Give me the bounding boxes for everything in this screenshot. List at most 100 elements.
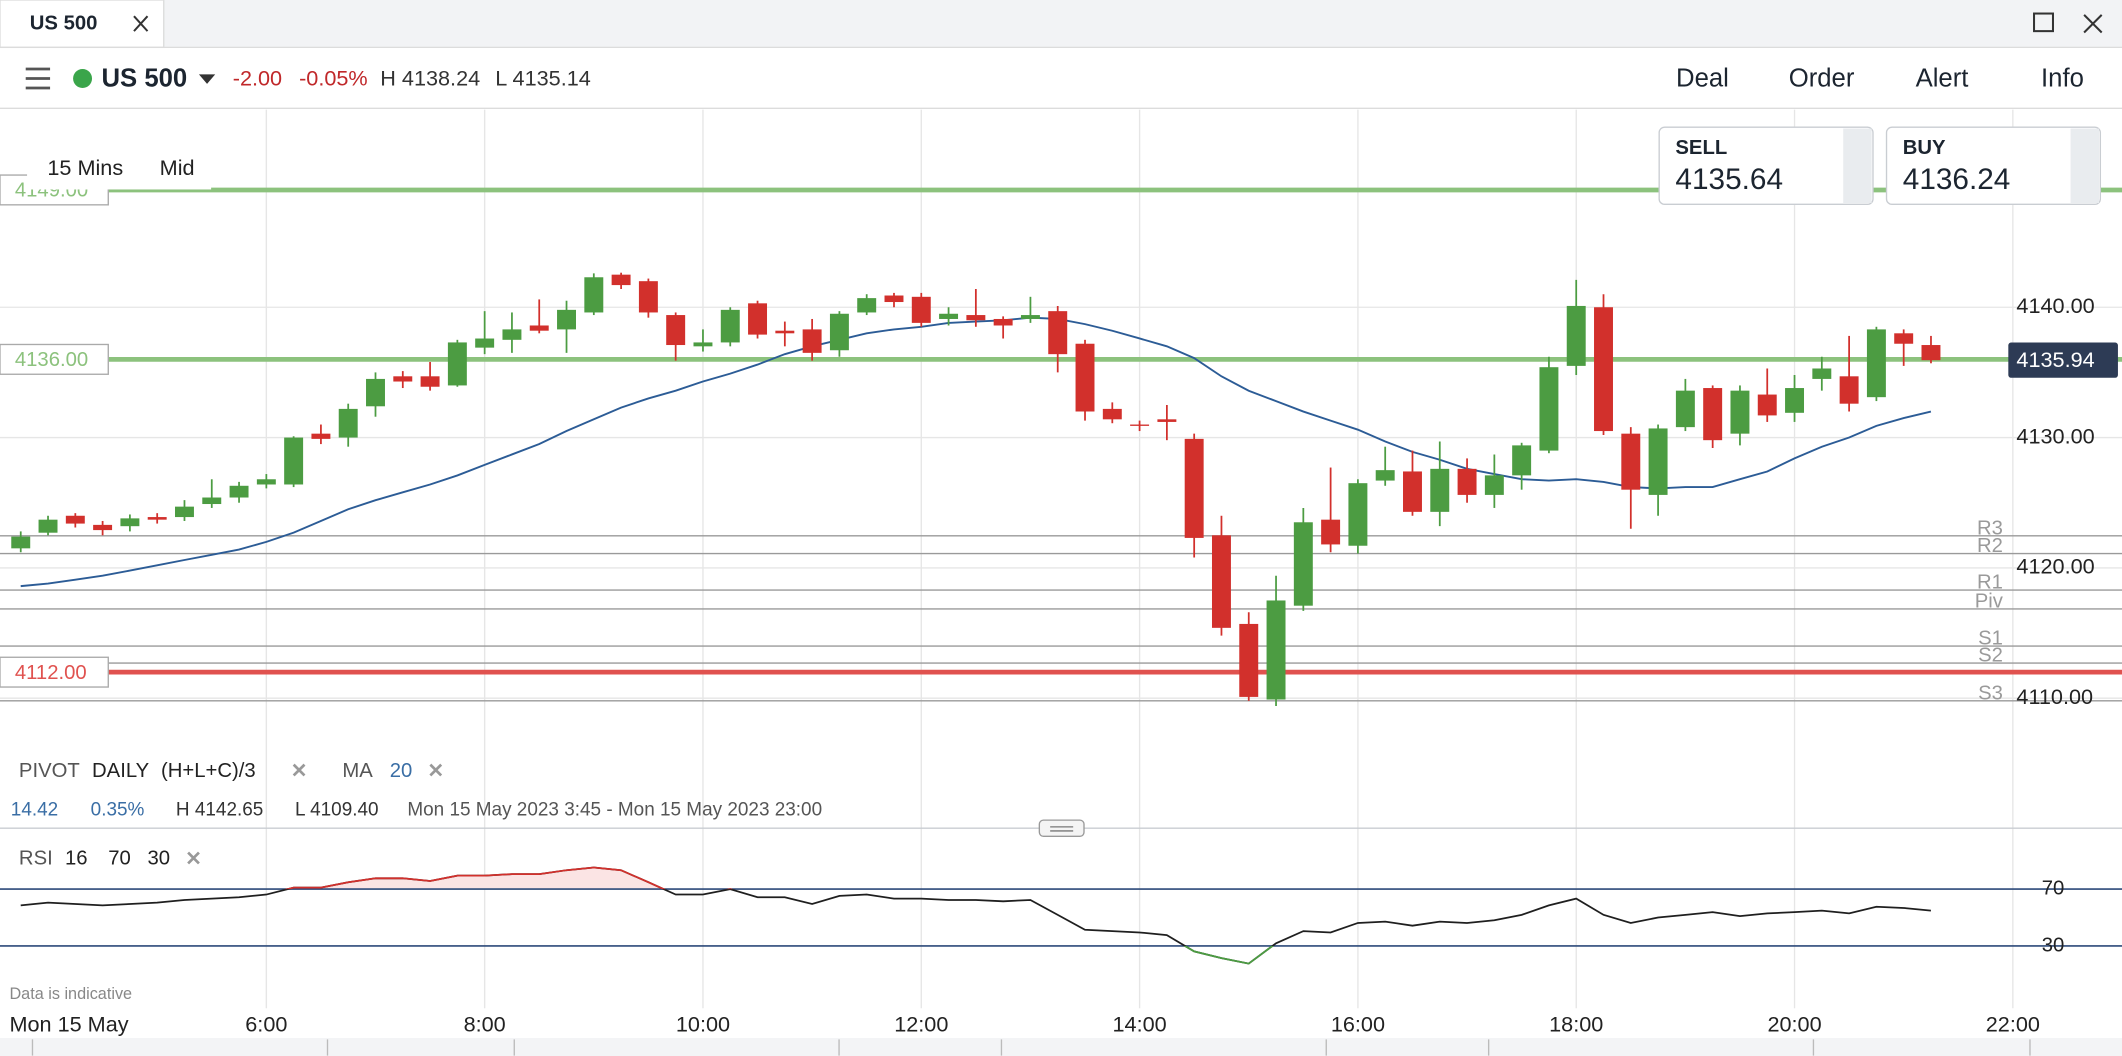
candle-body xyxy=(420,376,440,387)
y-tick-label: 30 xyxy=(2042,934,2065,956)
candle-body xyxy=(447,342,467,386)
candle-body xyxy=(1512,445,1532,476)
y-tick-label: 4140.00 xyxy=(2016,293,2094,318)
remove-ma[interactable] xyxy=(429,763,443,777)
x-tick-label: 14:00 xyxy=(1113,1012,1167,1037)
rsi-lower: 30 xyxy=(148,848,171,870)
candle-body xyxy=(65,515,85,524)
candle-body xyxy=(338,408,358,438)
close-button[interactable] xyxy=(2083,14,2103,34)
remove-rsi[interactable] xyxy=(187,851,200,865)
candle-body xyxy=(1921,345,1941,361)
candle-body xyxy=(1293,522,1313,606)
candle-body xyxy=(1321,519,1341,545)
pivot-label: S1 xyxy=(1978,628,2003,650)
range-change: 14.42 xyxy=(11,800,58,821)
sell-strip xyxy=(1843,128,1872,203)
y-tick-label: 4120.00 xyxy=(2016,554,2094,579)
candle-body xyxy=(1757,394,1777,416)
footer-note: Data is indicative xyxy=(9,985,132,1003)
ma-label: MA xyxy=(342,760,373,782)
pivot-label: S2 xyxy=(1978,645,2003,667)
buy-button[interactable] xyxy=(1885,126,2102,206)
candle-body xyxy=(584,277,604,313)
day-high: H 4138.24 xyxy=(380,66,480,91)
tab-close[interactable] xyxy=(133,15,149,32)
candle-body xyxy=(1266,600,1286,700)
candle-body xyxy=(311,433,331,439)
change-pct: -0.05% xyxy=(299,66,368,91)
candle-body xyxy=(1157,419,1177,422)
remove-pivot[interactable] xyxy=(292,763,306,777)
candle-body xyxy=(529,325,549,331)
x-tick-label: 12:00 xyxy=(894,1012,948,1037)
candle-body xyxy=(1621,433,1641,490)
maximize-button[interactable] xyxy=(2033,12,2054,33)
candle-body xyxy=(1785,388,1805,413)
buy-price: 4136.24 xyxy=(1903,163,2011,196)
time-scroller[interactable] xyxy=(0,1038,2122,1056)
pivot-label: PIVOT xyxy=(19,760,80,782)
scroller-ticks xyxy=(31,1039,2031,1056)
info-button[interactable]: Info xyxy=(2041,65,2084,93)
instrument-name[interactable]: US 500 xyxy=(101,65,187,93)
candle-body xyxy=(1211,535,1231,628)
resize-handle[interactable] xyxy=(1038,819,1085,838)
pivot-formula: (H+L+C)/3 xyxy=(161,760,256,782)
candle-body xyxy=(638,281,658,313)
candle-body xyxy=(720,309,740,343)
price-level-box xyxy=(0,656,109,688)
price-level-label: 4112.00 xyxy=(15,662,87,684)
alert-button[interactable]: Alert xyxy=(1916,65,1969,93)
y-tick-label: 4130.00 xyxy=(2016,423,2094,448)
candle-body xyxy=(911,296,931,323)
tab-bar xyxy=(0,0,2122,48)
candle-body xyxy=(1894,333,1914,344)
candle-body xyxy=(175,506,194,518)
candle-body xyxy=(557,309,576,330)
candle-body xyxy=(202,497,222,505)
settings-box xyxy=(27,147,212,190)
range-change-pct: 0.35% xyxy=(91,800,145,821)
candle-body xyxy=(1048,311,1068,355)
candle-body xyxy=(884,295,904,303)
range-low: L 4109.40 xyxy=(295,800,379,821)
menu-button[interactable] xyxy=(25,67,51,90)
candle-body xyxy=(1375,470,1395,481)
x-tick-label: 22:00 xyxy=(1986,1012,2040,1037)
last-price-box xyxy=(2008,342,2118,378)
price-level-box xyxy=(0,343,109,375)
candle-body xyxy=(366,378,385,407)
order-button[interactable]: Order xyxy=(1789,65,1855,93)
candle-body xyxy=(1020,315,1040,319)
candle-body xyxy=(1457,468,1477,495)
tab[interactable] xyxy=(0,0,165,49)
deal-button[interactable]: Deal xyxy=(1676,65,1729,93)
pivot-period: DAILY xyxy=(92,760,150,782)
rsi-line xyxy=(20,866,1931,965)
plot-layer: 6:00 8:00 10:00 12:00 14:00 16:00 18:00 20:00 22… xyxy=(0,109,2122,1037)
candle-body xyxy=(1184,438,1204,538)
candle-body xyxy=(1130,424,1150,426)
rsi-overbought-line xyxy=(284,866,734,890)
x-tick-label: 6:00 xyxy=(245,1012,287,1037)
candle-body xyxy=(256,479,276,485)
candle-body xyxy=(966,315,986,321)
candle-body xyxy=(1703,388,1723,441)
price-type[interactable]: Mid xyxy=(160,155,195,180)
buy-label: BUY xyxy=(1903,137,1946,159)
candle-body xyxy=(502,329,522,340)
candle-body xyxy=(748,303,768,335)
candle-body xyxy=(93,524,113,531)
candle-body xyxy=(666,315,686,346)
instrument-dropdown[interactable] xyxy=(198,74,216,84)
candle-body xyxy=(1430,468,1450,512)
pivot-label: R3 xyxy=(1977,517,2003,539)
sell-button[interactable] xyxy=(1658,126,1874,206)
interval[interactable]: 15 Mins xyxy=(47,155,123,180)
candle-body xyxy=(1648,428,1668,495)
candle-body xyxy=(38,519,58,533)
y-tick-label: 4110.00 xyxy=(2016,684,2093,709)
x-tick-label: 20:00 xyxy=(1767,1012,1821,1037)
candle-body xyxy=(11,536,31,549)
